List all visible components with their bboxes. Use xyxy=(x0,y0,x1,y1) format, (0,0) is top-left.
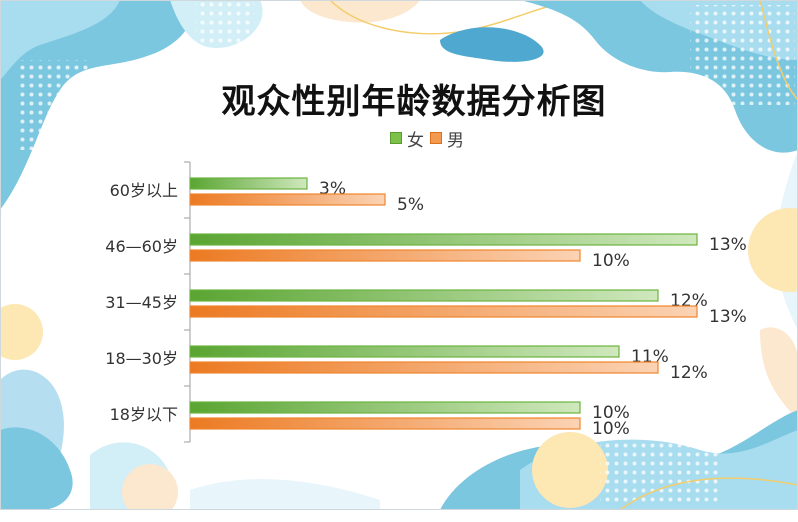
bar-female xyxy=(189,233,698,246)
bar-male xyxy=(189,249,581,262)
bar-male xyxy=(189,417,581,430)
chart-title: 观众性别年龄数据分析图 xyxy=(221,82,607,122)
bar-female xyxy=(189,401,581,414)
category-label: 60岁以上 xyxy=(110,181,178,200)
legend-label-female: 女 xyxy=(407,130,424,151)
category-label: 18岁以下 xyxy=(110,405,178,424)
category-label: 18—30岁 xyxy=(105,349,178,368)
data-label-male: 5% xyxy=(397,195,424,215)
legend-item-female: 女 xyxy=(390,126,424,151)
data-label-male: 13% xyxy=(709,307,747,327)
bar-chart: 60岁以上 3%5%46—60岁 13%10%31—45岁 12%13%18—30岁 1… xyxy=(105,161,747,443)
bar-female xyxy=(189,289,659,302)
category-label: 31—45岁 xyxy=(105,293,178,312)
data-label-female: 13% xyxy=(709,235,747,255)
data-label-male: 10% xyxy=(592,251,630,271)
data-label-male: 12% xyxy=(670,363,708,383)
bottom-strip xyxy=(0,510,798,522)
legend-swatch-male xyxy=(430,132,442,144)
bar-female xyxy=(189,345,620,358)
decorative-background xyxy=(0,0,798,510)
bar-male xyxy=(189,305,698,318)
bar-female xyxy=(189,177,308,190)
bar-male xyxy=(189,361,659,374)
legend-swatch-female xyxy=(390,132,402,144)
slide-frame: 观众性别年龄数据分析图 女 男 60岁以上 3% 5% 46—60岁 13% 10% 31—… xyxy=(0,0,798,510)
category-label: 46—60岁 xyxy=(105,237,178,256)
legend-label-male: 男 xyxy=(447,130,464,151)
data-label-female: 10% xyxy=(592,403,630,423)
bar-male xyxy=(189,193,386,206)
legend-item-male: 男 xyxy=(430,126,464,151)
data-label-male: 10% xyxy=(592,419,630,439)
legend: 女 男 xyxy=(390,126,470,151)
